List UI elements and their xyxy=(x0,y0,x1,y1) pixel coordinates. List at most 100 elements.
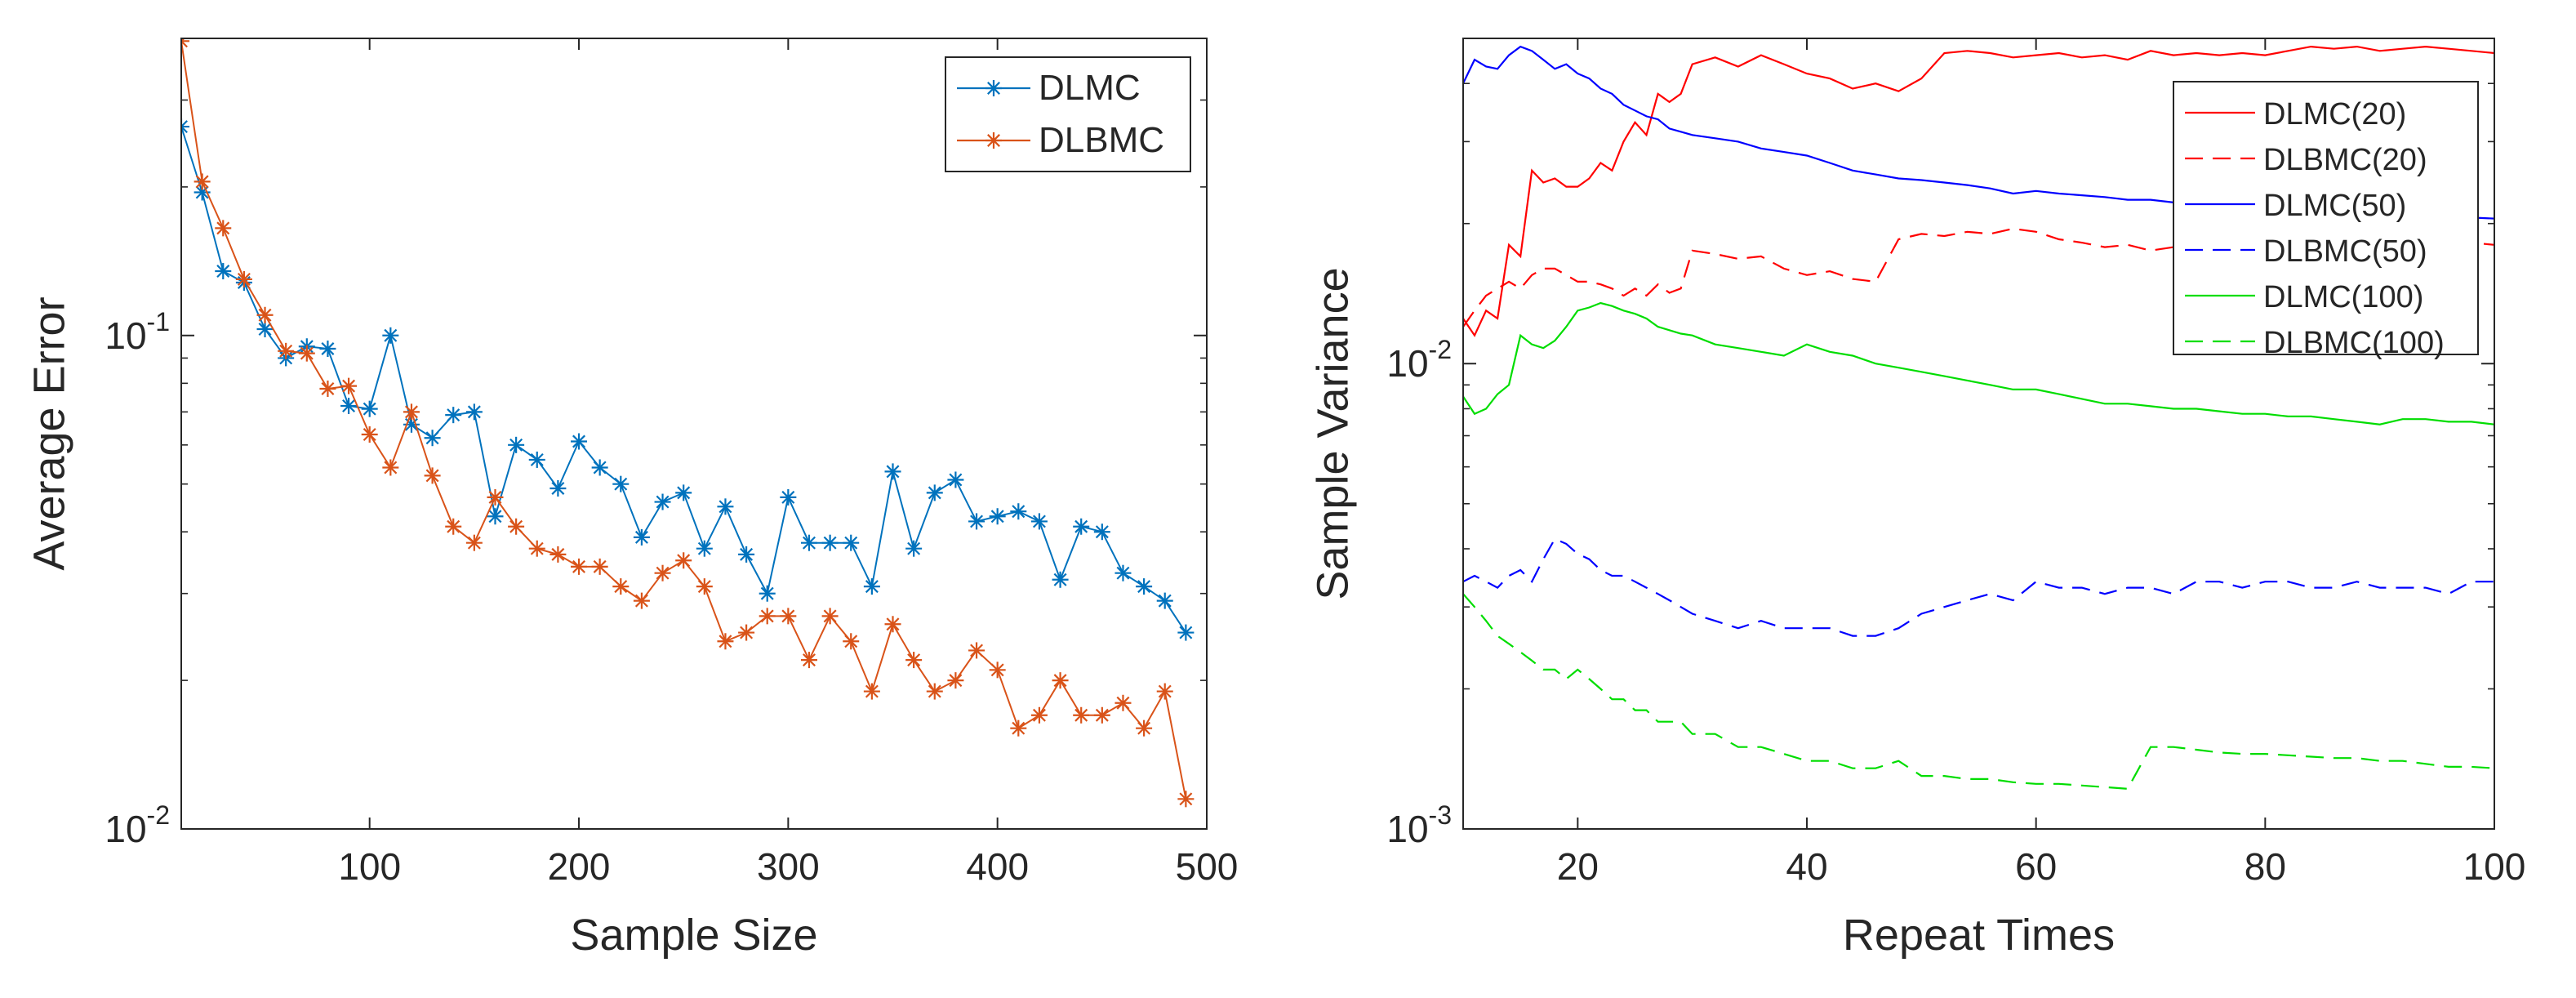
legend-item: DLMC xyxy=(957,68,1141,108)
series-dlmc100 xyxy=(1463,301,2494,425)
y-tick-label: 10-2 xyxy=(105,800,170,850)
y-tick-exponent: -1 xyxy=(147,307,170,336)
data-point xyxy=(717,498,734,515)
data-point xyxy=(780,488,797,506)
data-point xyxy=(968,642,985,659)
x-tick-label: 200 xyxy=(548,845,611,888)
data-point xyxy=(654,564,671,581)
axes-frame xyxy=(1462,38,2495,830)
x-tick-label: 40 xyxy=(1786,845,1827,888)
legend-box xyxy=(2173,81,2479,355)
data-point xyxy=(194,173,211,190)
legend-label: DLBMC(50) xyxy=(2263,234,2427,269)
data-point xyxy=(947,672,964,689)
data-point xyxy=(675,484,692,501)
legend-item: DLMC(100) xyxy=(2185,280,2423,314)
y-tick-exponent: -2 xyxy=(147,800,170,830)
data-point xyxy=(926,484,943,501)
legend: DLMC(20) DLBMC(20) DLMC(50) DLBMC(50) DLMC(1… xyxy=(2173,81,2479,360)
data-point xyxy=(487,488,504,506)
legend-item: DLBMC xyxy=(957,120,1164,160)
data-point xyxy=(654,493,671,510)
data-point xyxy=(591,558,608,575)
axes-frame xyxy=(180,38,1208,830)
data-point xyxy=(1177,791,1195,808)
data-point xyxy=(278,342,295,359)
data-point xyxy=(1177,624,1195,641)
data-point xyxy=(1010,503,1027,520)
data-point xyxy=(591,459,608,476)
data-point xyxy=(465,534,483,551)
series-dlbmc50 xyxy=(1463,537,2494,637)
data-point xyxy=(1136,578,1153,595)
data-point xyxy=(989,508,1006,525)
y-axis-label: Sample Variance xyxy=(1308,267,1357,599)
data-point xyxy=(947,471,964,488)
legend-label: DLMC(100) xyxy=(2263,280,2423,314)
series-line xyxy=(1463,301,2494,425)
data-point xyxy=(989,662,1006,679)
series-dlmc20 xyxy=(1463,45,2494,337)
x-tick-label: 400 xyxy=(966,845,1029,888)
data-point xyxy=(926,683,943,700)
data-point xyxy=(675,552,692,569)
data-point xyxy=(181,38,189,50)
data-point xyxy=(528,540,545,557)
x-tick-label: 100 xyxy=(338,845,401,888)
data-point xyxy=(256,321,274,338)
data-point xyxy=(382,327,399,344)
data-point xyxy=(1030,513,1048,530)
y-tick-base: 10 xyxy=(105,314,146,357)
legend-marker xyxy=(985,132,1002,149)
x-tick-label: 80 xyxy=(2245,845,2286,888)
data-point xyxy=(445,407,462,424)
data-point xyxy=(800,652,817,669)
data-point xyxy=(821,534,839,551)
data-point xyxy=(508,436,525,453)
data-point xyxy=(759,585,776,602)
data-point xyxy=(340,397,358,414)
data-point xyxy=(361,400,378,417)
legend-label: DLMC xyxy=(1039,68,1141,108)
data-point xyxy=(696,578,713,595)
x-tick-label: 60 xyxy=(2015,845,2057,888)
data-point xyxy=(905,540,923,557)
y-tick-exponent: -3 xyxy=(1429,800,1452,830)
data-point xyxy=(549,479,567,497)
legend-label: DLBMC xyxy=(1039,120,1164,160)
legend-item: DLBMC(100) xyxy=(2185,326,2445,360)
legend-label: DLBMC(100) xyxy=(2263,326,2445,360)
data-point xyxy=(181,118,189,136)
data-point xyxy=(1030,706,1048,724)
y-axis-label: Average Error xyxy=(24,296,73,570)
data-point xyxy=(905,652,923,669)
data-point xyxy=(612,578,630,595)
legend: DLMC DLBMC xyxy=(945,56,1191,172)
data-point xyxy=(863,683,880,700)
legend-item: DLMC(50) xyxy=(2185,189,2406,223)
x-axis-label: Sample Size xyxy=(570,911,817,960)
series-line xyxy=(1463,45,2494,337)
x-tick-label: 300 xyxy=(757,845,820,888)
data-point xyxy=(780,608,797,625)
data-point xyxy=(571,433,588,450)
data-point xyxy=(215,220,232,237)
data-point xyxy=(1073,518,1090,535)
data-point xyxy=(612,475,630,492)
data-point xyxy=(738,546,755,563)
legend-item: DLMC(20) xyxy=(2185,97,2406,131)
data-point xyxy=(968,513,985,530)
data-point xyxy=(1052,571,1069,588)
y-tick-label: 10-1 xyxy=(105,307,170,357)
x-tick-label: 20 xyxy=(1557,845,1599,888)
data-point xyxy=(863,578,880,595)
series-line xyxy=(1463,227,2494,327)
data-point xyxy=(215,263,232,280)
y-tick-base: 10 xyxy=(1386,342,1428,385)
legend-marker xyxy=(985,80,1002,96)
legend-label: DLMC(50) xyxy=(2263,189,2406,223)
data-point xyxy=(821,608,839,625)
data-point xyxy=(465,403,483,421)
